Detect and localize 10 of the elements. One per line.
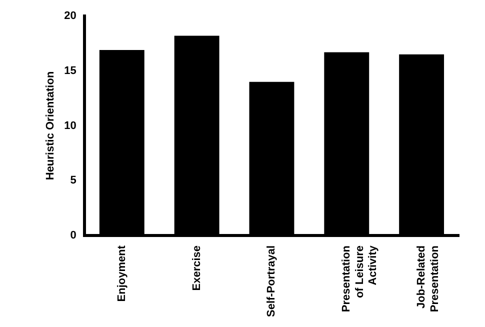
y-tick-label: 0 — [70, 230, 76, 242]
x-tick-label: Presentation of Leisure Activity — [340, 244, 380, 312]
y-tick-label: 5 — [70, 174, 76, 187]
x-tick-label: Enjoyment — [116, 245, 128, 302]
y-axis-title: Heuristic Orientation — [44, 71, 57, 180]
y-tick-label: 20 — [64, 10, 76, 22]
x-tick-label: Self-Portrayal — [266, 245, 278, 318]
y-tick-label: 10 — [64, 120, 76, 132]
x-tick-label: Exercise — [190, 245, 203, 291]
y-tick-label: 15 — [64, 64, 76, 77]
